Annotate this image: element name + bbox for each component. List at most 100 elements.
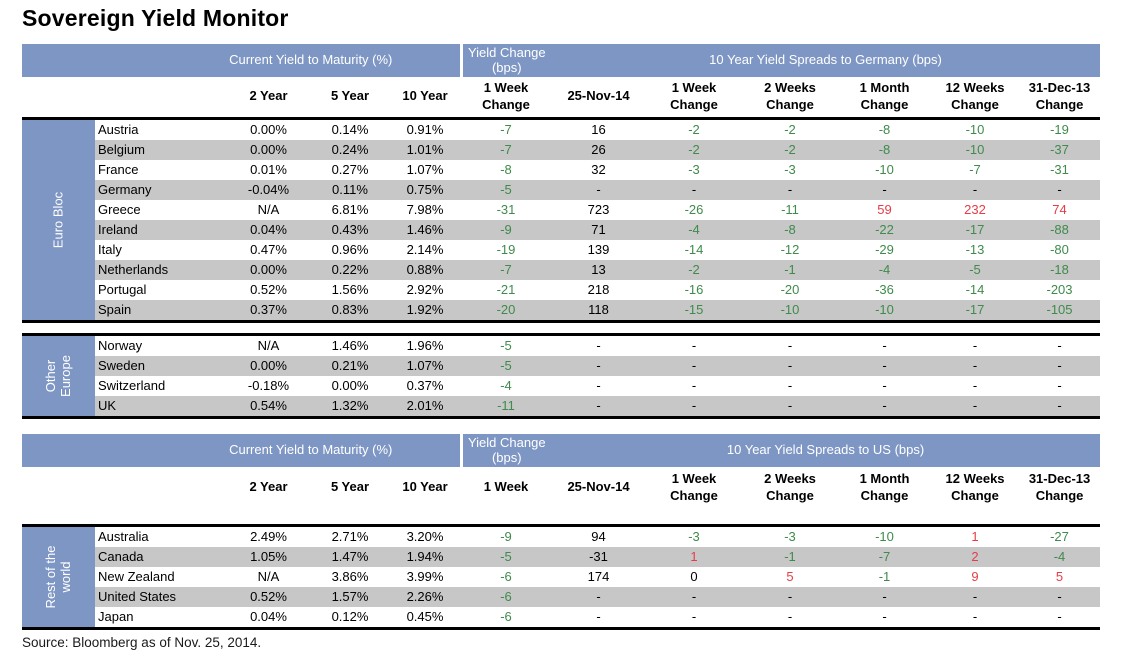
value-cell: -22 xyxy=(838,219,931,240)
value-cell: -4 xyxy=(838,259,931,280)
value-cell: 5 xyxy=(786,568,794,584)
value-cell: -4 xyxy=(1019,546,1100,567)
header-spacer xyxy=(22,467,226,509)
value-cell: 16 xyxy=(591,121,606,137)
column-header: 10 Year xyxy=(402,88,448,104)
table-row: Euro Bloc Austria 0.00% 0.14% 0.91% -7 16 -2 -2-… xyxy=(22,118,1100,322)
value-cell: -26 xyxy=(684,201,704,217)
value-cell: -7 xyxy=(969,161,981,177)
value-cell: 0.04% xyxy=(250,608,287,624)
value-cell: -10 xyxy=(742,299,838,322)
value-cell: 0.52% xyxy=(226,586,311,607)
group-table: Euro Bloc Austria 0.00% 0.14% 0.91% -7 16 -2 -2-… xyxy=(22,116,1100,323)
value-cell: 0.00% xyxy=(226,139,311,160)
value-cell: 174 xyxy=(587,568,610,584)
value-cell: 1.07% xyxy=(406,161,444,177)
value-cell: -13 xyxy=(965,241,985,257)
value-cell: 1 xyxy=(971,528,979,544)
value-cell: 0.00% xyxy=(226,355,311,376)
value-cell: -20 xyxy=(780,281,800,297)
value-cell: -1 xyxy=(878,568,891,584)
value-cell: 139 xyxy=(587,241,610,257)
table-row: Other Europe Norway N/A 1.46% 1.96% -5- - - - - - xyxy=(22,334,1100,418)
country-label: Japan xyxy=(98,608,134,624)
country-label: Switzerland xyxy=(98,377,166,393)
value-cell: -31 xyxy=(496,201,516,217)
value-cell: -17 xyxy=(931,219,1019,240)
value-cell: -6 xyxy=(461,586,551,607)
value-cell: -20 xyxy=(461,299,551,322)
value-cell: 26 xyxy=(551,139,646,160)
value-cell: - xyxy=(1019,586,1100,607)
column-header: 31-Dec-13 Change xyxy=(1028,80,1091,112)
value-cell: - xyxy=(972,337,978,353)
group-label: Rest of the world xyxy=(22,525,95,629)
value-cell: -9 xyxy=(461,219,551,240)
value-cell: - xyxy=(787,377,793,393)
value-cell: -7 xyxy=(838,546,931,567)
value-cell: 2.14% xyxy=(406,241,444,257)
value-cell: - xyxy=(742,586,838,607)
value-cell: 1.07% xyxy=(389,355,461,376)
value-cell: -16 xyxy=(684,281,704,297)
value-cell: 723 xyxy=(587,201,610,217)
value-cell: - xyxy=(882,377,887,393)
value-cell: 0.24% xyxy=(311,139,389,160)
value-cell: 2 xyxy=(931,546,1019,567)
value-cell: -0.18% xyxy=(247,377,290,393)
value-cell: 1.47% xyxy=(311,546,389,567)
band-row: Current Yield to Maturity (%) Yield Chan… xyxy=(22,433,1101,467)
value-cell: 118 xyxy=(551,299,646,322)
value-cell: 2.49% xyxy=(250,528,287,544)
value-cell: -37 xyxy=(1019,139,1100,160)
column-header: 31-Dec-13 Change xyxy=(1028,471,1091,503)
value-cell: 1 xyxy=(646,546,742,567)
table-2-header: Current Yield to Maturity (%) Yield Chan… xyxy=(22,433,1101,509)
value-cell: -31 xyxy=(1050,161,1069,177)
header-spacer xyxy=(22,77,226,117)
table-1-header: Current Yield to Maturity (%) Yield Chan… xyxy=(22,43,1101,117)
column-header-row: 2 Year 5 Year 10 Year 1 Week Change 25-Nov-1… xyxy=(22,77,1100,117)
value-cell: - xyxy=(931,355,1019,376)
value-cell: 0.75% xyxy=(389,179,461,200)
value-cell: 13 xyxy=(551,259,646,280)
value-cell: -80 xyxy=(1050,241,1069,257)
value-cell: 74 xyxy=(1052,201,1067,217)
value-cell: - xyxy=(551,586,646,607)
value-cell: -1 xyxy=(742,546,838,567)
value-cell: - xyxy=(1057,337,1062,353)
value-cell: -9 xyxy=(500,528,512,544)
value-cell: 2.92% xyxy=(406,281,444,297)
page-title: Sovereign Yield Monitor xyxy=(22,5,289,31)
value-cell: - xyxy=(931,179,1019,200)
value-cell: -14 xyxy=(684,241,704,257)
source-note: Source: Bloomberg as of Nov. 25, 2014. xyxy=(22,634,262,650)
value-cell: -3 xyxy=(784,528,796,544)
value-cell: -4 xyxy=(500,377,512,393)
value-cell: 1.96% xyxy=(406,337,444,353)
value-cell: - xyxy=(742,179,838,200)
value-cell: 0.54% xyxy=(226,395,311,418)
table-row: Netherlands 0.00% 0.22% 0.88% -7 13 -2 -1 -4 -5 -1… xyxy=(22,259,1100,280)
value-cell: 2.26% xyxy=(389,586,461,607)
value-cell: - xyxy=(882,608,887,624)
value-cell: - xyxy=(596,337,601,353)
value-cell: 0.21% xyxy=(311,355,389,376)
table-row: UK 0.54% 1.32% 2.01% -11- - - - - - xyxy=(22,395,1100,418)
value-cell: -19 xyxy=(496,241,516,257)
group-table: Rest of the world Australia 2.49% 2.71% 3.20… xyxy=(22,523,1100,630)
column-header: 1 Month Change xyxy=(859,80,910,112)
value-cell: - xyxy=(596,377,601,393)
group-label: Euro Bloc xyxy=(22,118,95,322)
value-cell: -10 xyxy=(931,139,1019,160)
value-cell: 0.88% xyxy=(389,259,461,280)
table-row: Switzerland -0.18% 0.00% 0.37% -4 - - - - - - xyxy=(22,376,1100,396)
value-cell: 0.96% xyxy=(331,241,369,257)
value-cell: -5 xyxy=(931,259,1019,280)
value-cell: - xyxy=(838,586,931,607)
value-cell: 0.12% xyxy=(331,608,369,624)
value-cell: 0.83% xyxy=(311,299,389,322)
value-cell: - xyxy=(931,395,1019,418)
value-cell: 1.92% xyxy=(389,299,461,322)
